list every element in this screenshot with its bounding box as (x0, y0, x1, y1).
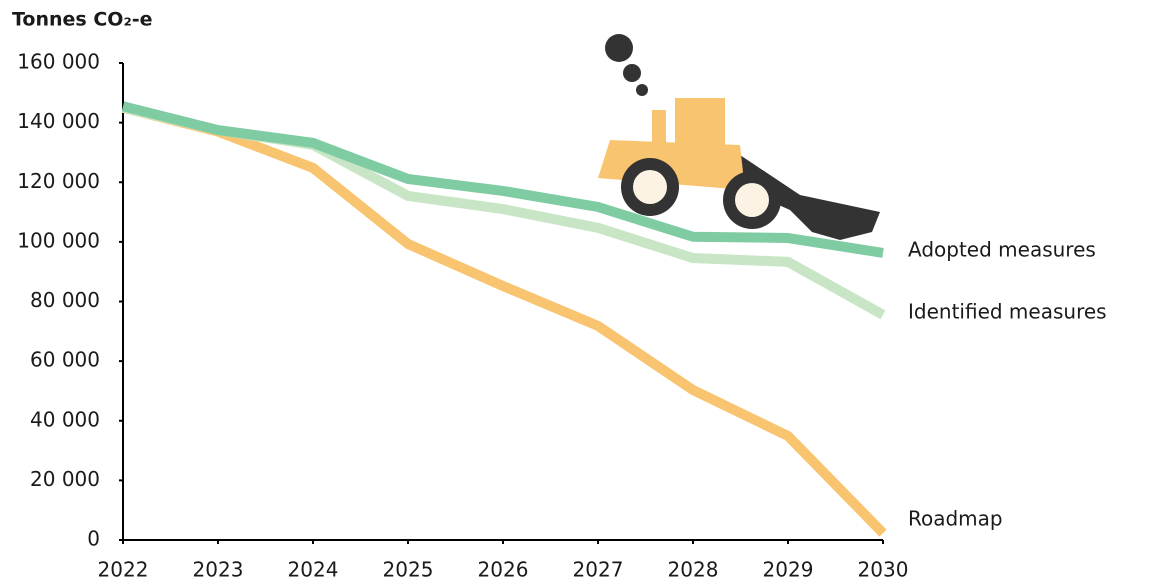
legend-label: Roadmap (908, 507, 1003, 531)
y-tick-label: 120 000 (17, 169, 100, 193)
y-tick-label: 0 (87, 527, 100, 551)
x-tick-label: 2024 (288, 558, 339, 582)
x-tick-label: 2025 (383, 558, 434, 582)
legend-label: Adopted measures (908, 237, 1096, 261)
legend-label: Identified measures (908, 299, 1107, 323)
x-tick-label: 2023 (193, 558, 244, 582)
x-tick-label: 2028 (668, 558, 719, 582)
y-tick-label: 20 000 (30, 467, 100, 491)
x-tick-label: 2030 (858, 558, 909, 582)
series-line (123, 108, 883, 533)
y-tick-label: 140 000 (17, 109, 100, 133)
y-tick-label: 80 000 (30, 288, 100, 312)
chart: Tonnes CO₂-e 0 20 000 40 000 60 000 80 000 10… (0, 0, 1149, 584)
tractor-illustration (598, 34, 880, 240)
y-axis-label: Tonnes CO₂-e (12, 9, 153, 31)
x-tick-label: 2029 (763, 558, 814, 582)
y-tick-label: 100 000 (17, 228, 100, 252)
y-tick-label: 60 000 (30, 348, 100, 372)
y-tick-label: 160 000 (17, 50, 100, 74)
x-tick-label: 2026 (478, 558, 529, 582)
y-tick-label: 40 000 (30, 407, 100, 431)
x-tick-label: 2027 (573, 558, 624, 582)
x-tick-label: 2022 (98, 558, 149, 582)
